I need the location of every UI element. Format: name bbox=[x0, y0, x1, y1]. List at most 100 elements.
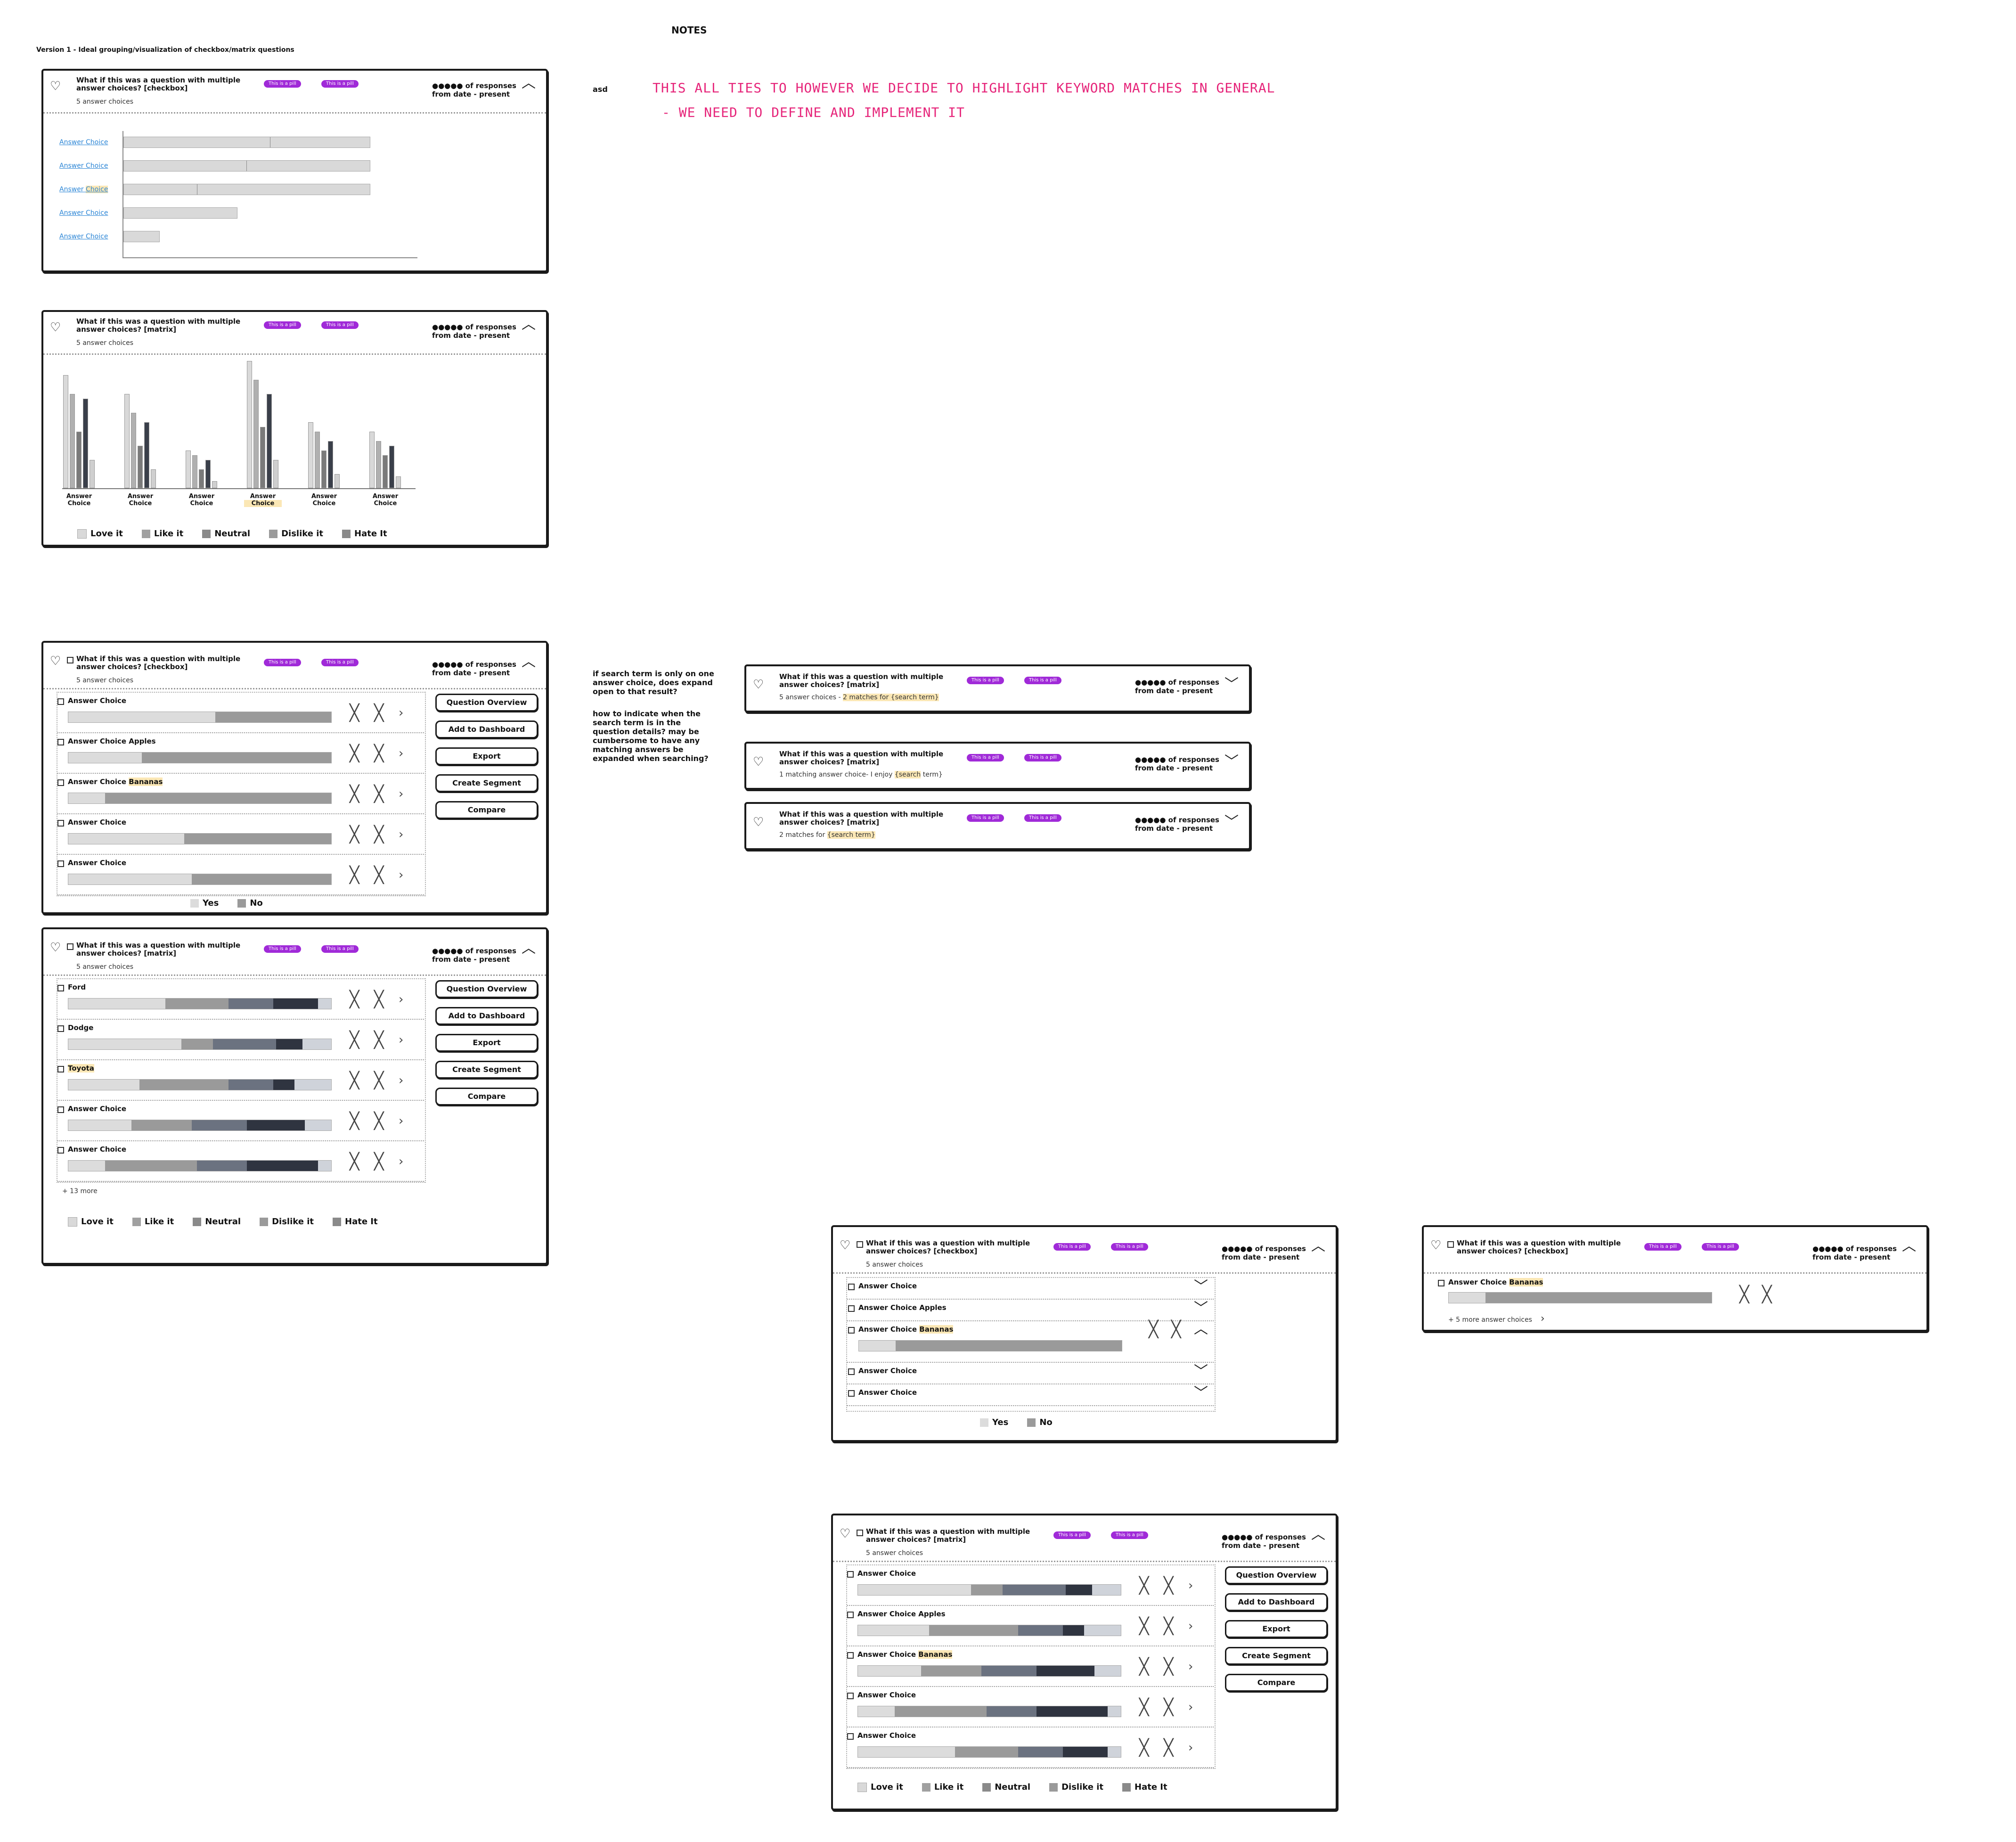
chevron-right-icon[interactable]: › bbox=[399, 787, 404, 801]
answer-checkbox[interactable] bbox=[57, 1106, 64, 1113]
chevron-up-icon[interactable]: ︿ bbox=[1902, 1238, 1916, 1254]
answer-checkbox[interactable] bbox=[847, 1693, 854, 1699]
close-icon[interactable]: ╳ bbox=[374, 1152, 384, 1171]
close-icon[interactable]: ╳ bbox=[350, 1112, 359, 1130]
answer-checkbox[interactable] bbox=[57, 698, 64, 705]
chevron-right-icon[interactable]: › bbox=[1188, 1619, 1193, 1633]
answer-row[interactable] bbox=[57, 813, 424, 855]
create-segment-button[interactable]: Create Segment bbox=[1225, 1647, 1328, 1665]
create-segment-button[interactable]: Create Segment bbox=[435, 774, 538, 792]
answer-link[interactable]: Answer Choice bbox=[59, 162, 108, 170]
chevron-down-icon[interactable]: ﹀ bbox=[1194, 1385, 1208, 1401]
close-icon[interactable]: ╳ bbox=[350, 785, 359, 803]
close-icon[interactable]: ╳ bbox=[1171, 1320, 1181, 1339]
close-icon[interactable]: ╳ bbox=[1164, 1738, 1174, 1757]
search-result-card[interactable]: ♡ What if this was a question with multip… bbox=[744, 742, 1251, 790]
answer-checkbox[interactable] bbox=[848, 1327, 855, 1334]
close-icon[interactable]: ╳ bbox=[1164, 1698, 1174, 1717]
export-button[interactable]: Export bbox=[435, 747, 538, 765]
answer-row[interactable] bbox=[57, 1059, 424, 1101]
close-icon[interactable]: ╳ bbox=[350, 1031, 359, 1049]
close-icon[interactable]: ╳ bbox=[1139, 1698, 1149, 1717]
question-overview-button[interactable]: Question Overview bbox=[435, 694, 538, 712]
close-icon[interactable]: ╳ bbox=[350, 990, 359, 1009]
select-checkbox[interactable] bbox=[67, 657, 73, 663]
chevron-up-icon[interactable]: ︿ bbox=[522, 654, 536, 670]
compare-button[interactable]: Compare bbox=[1225, 1674, 1328, 1692]
question-overview-button[interactable]: Question Overview bbox=[1225, 1566, 1328, 1584]
chevron-down-icon[interactable]: ﹀ bbox=[1194, 1363, 1208, 1380]
answer-checkbox[interactable] bbox=[57, 1066, 64, 1072]
chevron-right-icon[interactable]: › bbox=[399, 1073, 404, 1088]
chevron-right-icon[interactable]: › bbox=[399, 868, 404, 882]
close-icon[interactable]: ╳ bbox=[1164, 1657, 1174, 1676]
search-result-card[interactable]: ♡ What if this was a question with multip… bbox=[744, 664, 1251, 712]
answer-row[interactable] bbox=[847, 1686, 1214, 1727]
answer-row[interactable] bbox=[57, 1140, 424, 1182]
chevron-down-icon[interactable]: ﹀ bbox=[1224, 814, 1239, 830]
chevron-up-icon[interactable]: ︿ bbox=[522, 75, 536, 91]
answer-checkbox[interactable] bbox=[847, 1652, 854, 1659]
question-overview-button[interactable]: Question Overview bbox=[435, 980, 538, 998]
answer-row[interactable] bbox=[847, 1605, 1214, 1646]
answer-checkbox[interactable] bbox=[1438, 1280, 1445, 1286]
chevron-down-icon[interactable]: ﹀ bbox=[1224, 676, 1239, 693]
add-to-dashboard-button[interactable]: Add to Dashboard bbox=[1225, 1593, 1328, 1611]
heart-icon[interactable]: ♡ bbox=[840, 1527, 851, 1541]
heart-icon[interactable]: ♡ bbox=[50, 941, 61, 955]
select-checkbox[interactable] bbox=[857, 1241, 863, 1248]
close-icon[interactable]: ╳ bbox=[374, 744, 384, 763]
close-icon[interactable]: ╳ bbox=[374, 1031, 384, 1049]
chevron-up-icon[interactable]: ︿ bbox=[522, 316, 536, 333]
close-icon[interactable]: ╳ bbox=[350, 866, 359, 884]
answer-row[interactable] bbox=[57, 1019, 424, 1060]
close-icon[interactable]: ╳ bbox=[1149, 1320, 1159, 1339]
answer-link[interactable]: Answer Choice bbox=[59, 233, 108, 240]
chevron-right-icon[interactable]: › bbox=[1188, 1700, 1193, 1714]
chevron-down-icon[interactable]: ﹀ bbox=[1194, 1300, 1208, 1317]
answer-row[interactable] bbox=[847, 1362, 1214, 1384]
chevron-up-icon[interactable]: ︿ bbox=[1311, 1238, 1325, 1254]
close-icon[interactable]: ╳ bbox=[374, 785, 384, 803]
close-icon[interactable]: ╳ bbox=[350, 825, 359, 844]
answer-row[interactable] bbox=[847, 1727, 1214, 1768]
answer-checkbox[interactable] bbox=[57, 820, 64, 827]
answer-row[interactable] bbox=[57, 773, 424, 814]
chevron-right-icon[interactable]: › bbox=[399, 1033, 404, 1047]
heart-icon[interactable]: ♡ bbox=[50, 320, 61, 335]
chevron-right-icon[interactable]: › bbox=[1188, 1741, 1193, 1755]
export-button[interactable]: Export bbox=[435, 1034, 538, 1052]
chevron-down-icon[interactable]: ﹀ bbox=[1194, 1278, 1208, 1295]
answer-checkbox[interactable] bbox=[847, 1733, 854, 1740]
close-icon[interactable]: ╳ bbox=[374, 990, 384, 1009]
heart-icon[interactable]: ♡ bbox=[50, 654, 61, 668]
close-icon[interactable]: ╳ bbox=[1139, 1657, 1149, 1676]
close-icon[interactable]: ╳ bbox=[1139, 1576, 1149, 1595]
answer-row[interactable] bbox=[57, 732, 424, 774]
chevron-down-icon[interactable]: ﹀ bbox=[1224, 753, 1239, 770]
select-checkbox[interactable] bbox=[67, 943, 73, 950]
close-icon[interactable]: ╳ bbox=[1139, 1617, 1149, 1636]
close-icon[interactable]: ╳ bbox=[350, 1152, 359, 1171]
select-checkbox[interactable] bbox=[857, 1530, 863, 1536]
chevron-right-icon[interactable]: › bbox=[399, 1114, 404, 1128]
heart-icon[interactable]: ♡ bbox=[753, 678, 764, 692]
chevron-right-icon[interactable]: › bbox=[399, 1154, 404, 1169]
heart-icon[interactable]: ♡ bbox=[753, 815, 764, 829]
answer-checkbox[interactable] bbox=[848, 1390, 855, 1397]
export-button[interactable]: Export bbox=[1225, 1620, 1328, 1638]
answer-checkbox[interactable] bbox=[57, 1147, 64, 1154]
heart-icon[interactable]: ♡ bbox=[50, 79, 61, 93]
answer-checkbox[interactable] bbox=[847, 1571, 854, 1578]
answer-checkbox[interactable] bbox=[57, 860, 64, 867]
close-icon[interactable]: ╳ bbox=[350, 744, 359, 763]
add-to-dashboard-button[interactable]: Add to Dashboard bbox=[435, 1007, 538, 1025]
answer-checkbox[interactable] bbox=[848, 1305, 855, 1312]
answer-link[interactable]: Answer Choice bbox=[59, 186, 108, 193]
more-link[interactable]: + 13 more bbox=[62, 1187, 98, 1195]
close-icon[interactable]: ╳ bbox=[1164, 1617, 1174, 1636]
chevron-right-icon[interactable]: › bbox=[399, 706, 404, 720]
answer-row[interactable] bbox=[847, 1646, 1214, 1687]
close-icon[interactable]: ╳ bbox=[1164, 1576, 1174, 1595]
chevron-up-icon[interactable]: ︿ bbox=[1194, 1321, 1208, 1337]
